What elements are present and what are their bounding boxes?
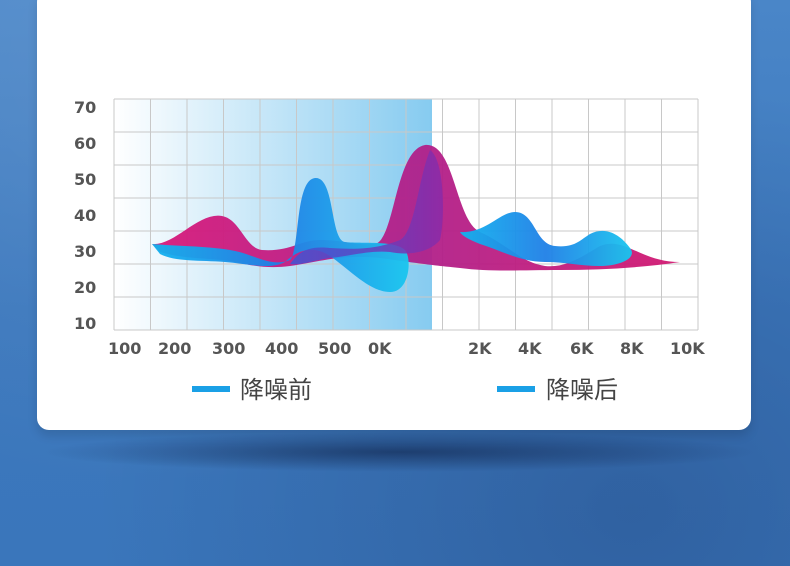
wave-areas [152,144,680,292]
legend-label-after: 降噪后 [546,376,618,404]
x-tick-label: 100 [108,339,141,358]
wave-area-blue-right [460,212,632,266]
x-tick-label: 300 [212,339,245,358]
x-tick-label: 6K [570,339,594,358]
x-axis-ticks: 100 200 300 400 500 0K 2K 4K 6K 8K 10K [108,339,705,358]
wave-area-purple [290,150,443,265]
legend-label-before: 降噪前 [240,376,312,404]
y-tick-label: 60 [74,134,96,153]
card-shadow [40,432,760,472]
x-tick-label: 500 [318,339,351,358]
legend-marker-after [497,386,535,392]
y-tick-label: 40 [74,206,96,225]
y-tick-label: 10 [74,314,96,333]
legend-marker-before [192,386,230,392]
legend: 降噪前 降噪后 [192,376,618,404]
x-tick-label: 8K [620,339,644,358]
highlight-band [114,99,432,330]
y-tick-label: 30 [74,242,96,261]
x-tick-label: 200 [158,339,191,358]
x-tick-label: 0K [368,339,392,358]
wave-area-blue [152,177,409,292]
y-axis-ticks: 70 60 50 40 30 20 10 [74,98,96,333]
x-tick-label: 10K [670,339,705,358]
x-tick-label: 2K [468,339,492,358]
y-tick-label: 70 [74,98,96,117]
x-tick-label: 4K [518,339,542,358]
x-tick-label: 400 [265,339,298,358]
y-tick-label: 20 [74,278,96,297]
y-tick-label: 50 [74,170,96,189]
